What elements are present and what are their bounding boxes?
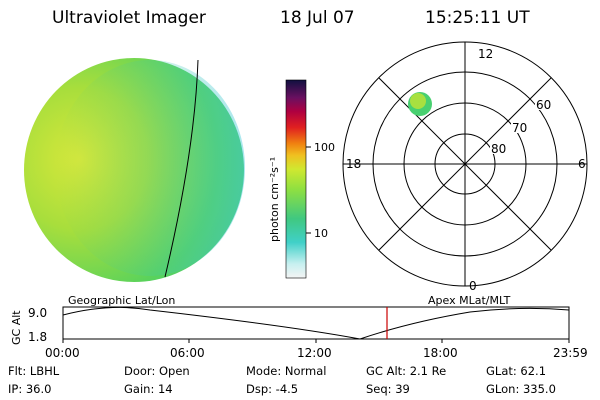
geographic-label: Geographic Lat/Lon [68, 294, 176, 307]
info-flt: Flt: LBHL [8, 364, 60, 378]
colorbar-tick-100: 100 [314, 141, 335, 154]
auroral-blob [408, 92, 432, 116]
mlt-label-12: 12 [478, 47, 493, 61]
mlt-label-6: 6 [578, 157, 586, 171]
altitude-min: 1.8 [28, 330, 47, 344]
info-mode: Mode: Normal [246, 364, 327, 378]
info-seq: Seq: 39 [366, 382, 410, 396]
colorbar-unit-label: photon cm⁻²s⁻¹ [268, 157, 281, 242]
date-label: 18 Jul 07 [280, 8, 355, 28]
info-dsp: Dsp: -4.5 [246, 382, 299, 396]
altitude-max: 9.0 [28, 306, 47, 320]
time-tick-1800: 18:00 [423, 346, 458, 360]
mlt-label-0: 0 [469, 279, 477, 293]
lat-label-70: 70 [512, 121, 527, 135]
info-gcalt: GC Alt: 2.1 Re [366, 364, 447, 378]
time-tick-1200: 12:00 [297, 346, 332, 360]
time-label: 15:25:11 UT [425, 8, 530, 28]
info-ip: IP: 36.0 [8, 382, 52, 396]
time-tick-2359: 23:59 [553, 346, 588, 360]
instrument-title: Ultraviolet Imager [52, 8, 206, 28]
info-glat: GLat: 62.1 [486, 364, 547, 378]
lat-label-80: 80 [491, 142, 506, 156]
time-tick-0600: 06:00 [170, 346, 205, 360]
info-gain: Gain: 14 [124, 382, 173, 396]
disk-edge-shading [55, 60, 245, 276]
colorbar-tick-10: 10 [314, 227, 328, 240]
apex-label: Apex MLat/MLT [428, 294, 511, 307]
mlt-label-18: 18 [346, 157, 361, 171]
info-door: Door: Open [124, 364, 190, 378]
info-glon: GLon: 335.0 [486, 382, 556, 396]
altitude-curve [62, 306, 570, 340]
lat-label-60: 60 [536, 98, 551, 112]
terminator-line [164, 59, 199, 278]
altitude-axis-label: GC Alt [10, 310, 23, 345]
time-tick-0000: 00:00 [45, 346, 80, 360]
